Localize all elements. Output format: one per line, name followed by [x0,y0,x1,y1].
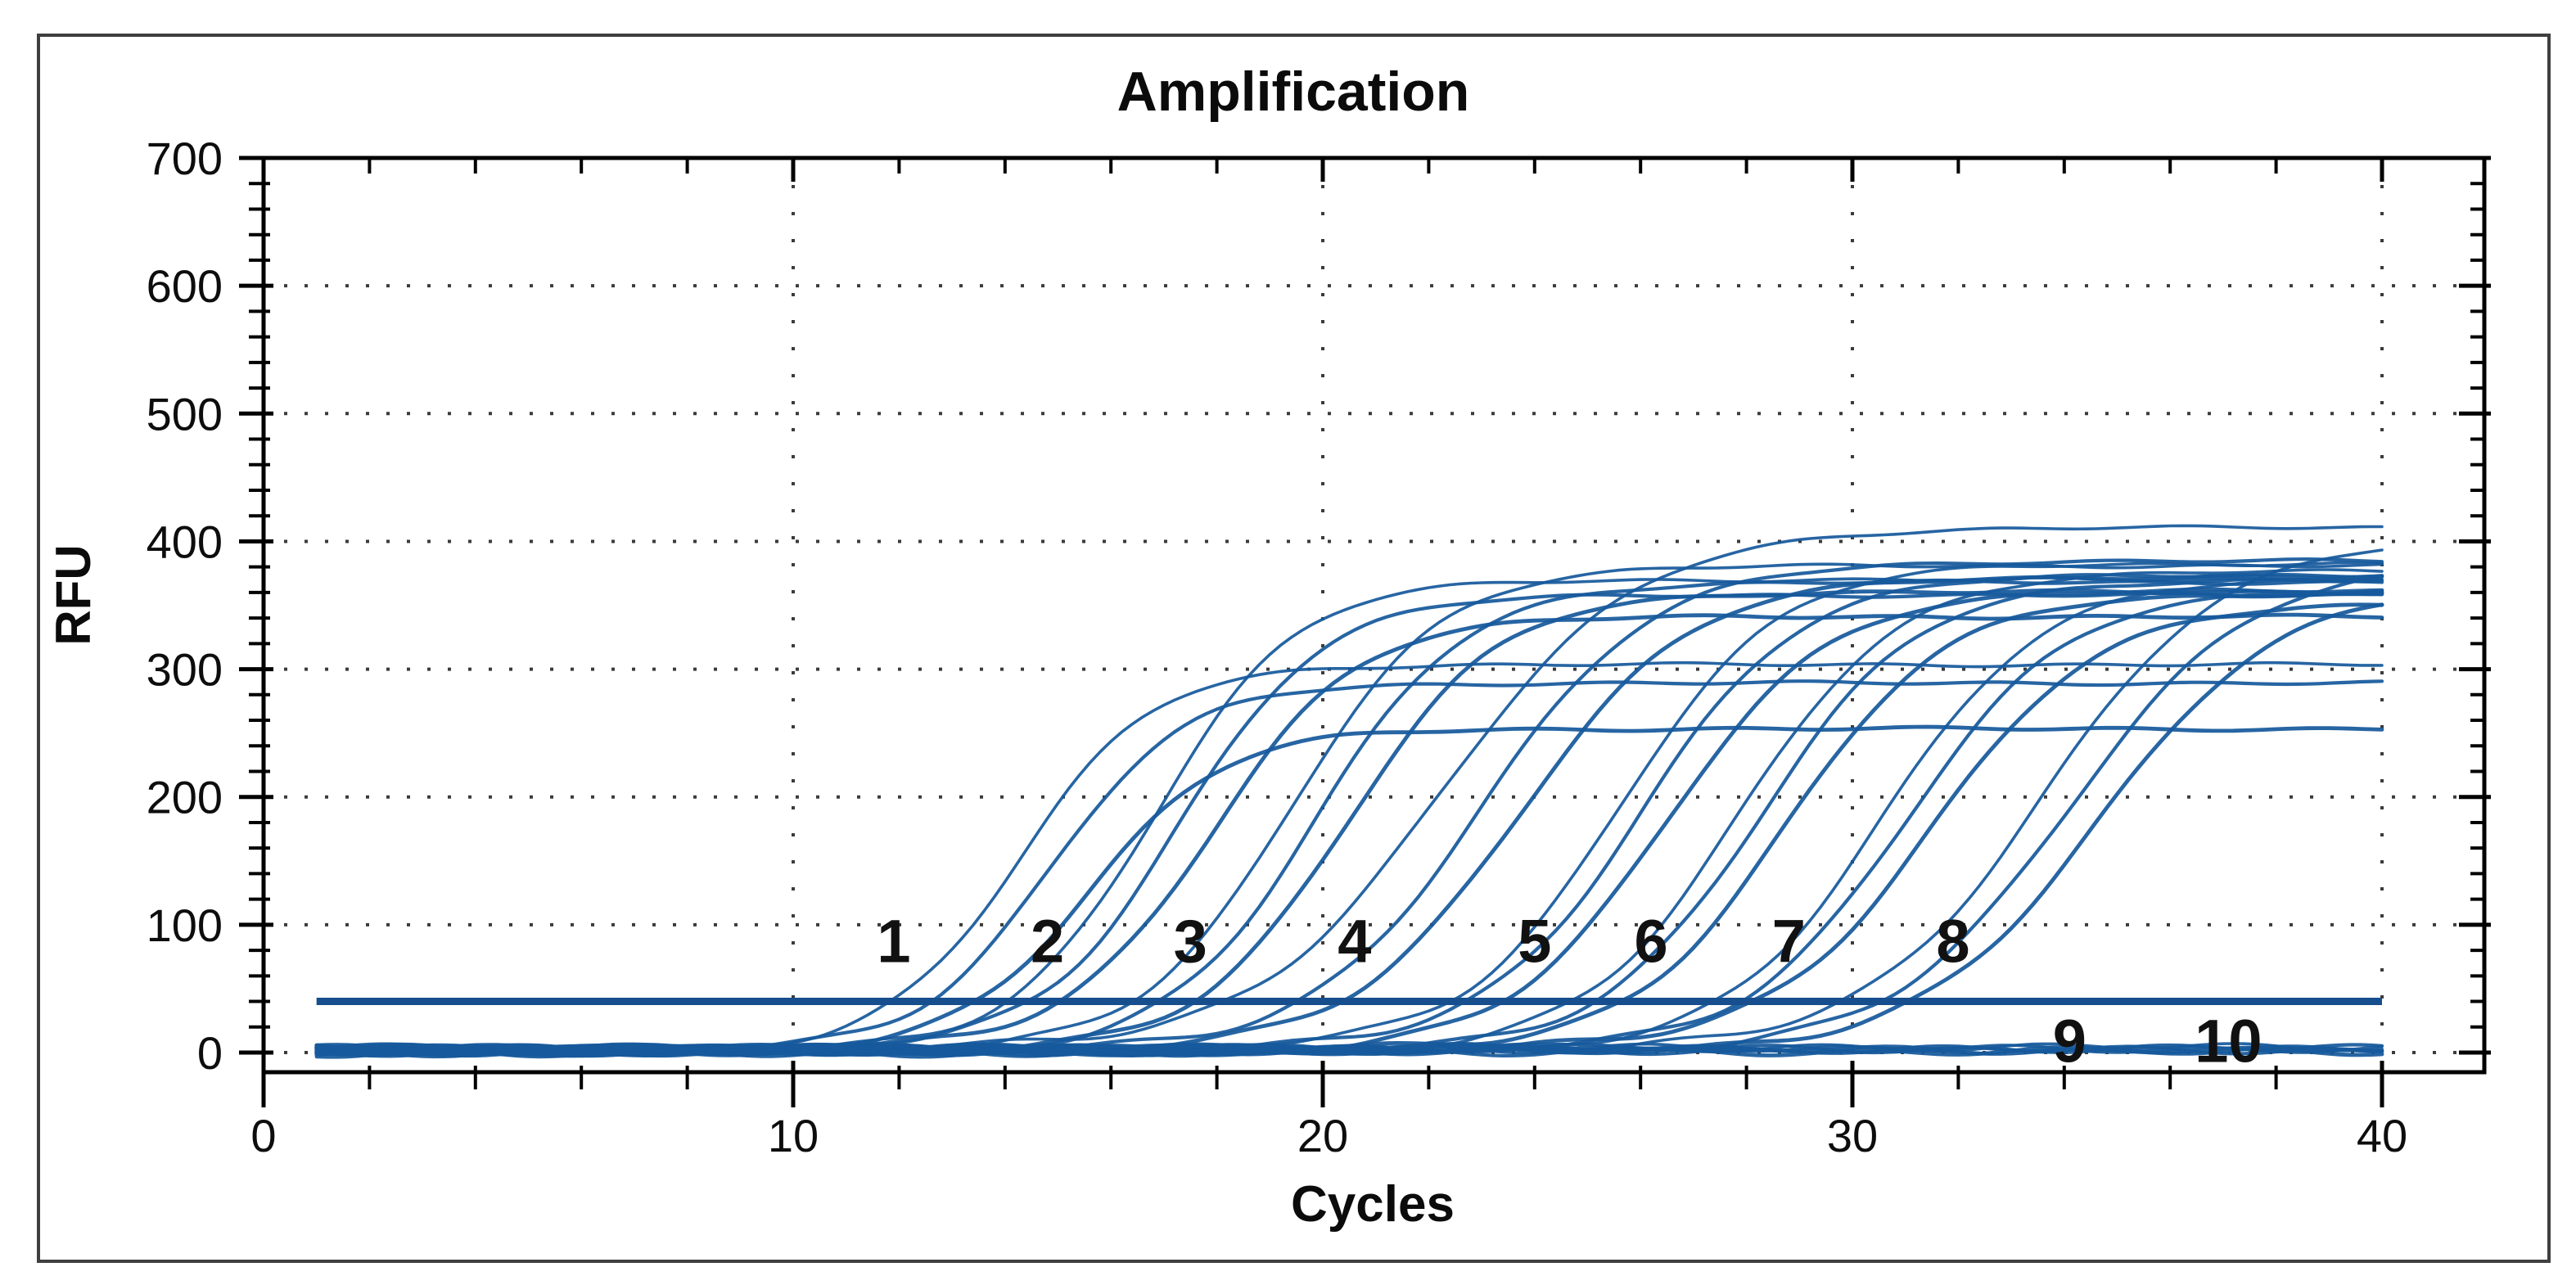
x-tick-label-0: 0 [250,1110,276,1161]
chart-title: Amplification [1117,61,1470,123]
curve-group-label-6: 6 [1635,908,1668,976]
tick-labels: 0 100 200 300 400 500 600 700 0 10 20 30 40 [147,133,2408,1161]
curve-group-label-2: 2 [1031,908,1064,976]
curve-group-label-4: 4 [1338,908,1371,976]
curve-group-label-7: 7 [1772,908,1806,976]
x-tick-label-40: 40 [2357,1110,2407,1161]
curve-group-label-10: 10 [2195,1007,2262,1075]
curve-group-labels: 1 2 3 4 5 6 7 8 9 10 [877,908,2262,1075]
y-tick-label-200: 200 [147,772,223,823]
plot-box [261,156,2487,1075]
curve-group-label-5: 5 [1518,908,1551,976]
curve-group-label-3: 3 [1174,908,1207,976]
x-axis-title: Cycles [1291,1176,1455,1233]
x-tick-label-30: 30 [1827,1110,1878,1161]
x-tick-label-10: 10 [768,1110,819,1161]
curve-group-label-9: 9 [2053,1007,2087,1075]
amplification-curve-10-3 [314,1044,2384,1058]
y-tick-label-400: 400 [147,516,223,567]
curve-group-label-1: 1 [877,908,910,976]
axis-ticks [239,156,2491,1107]
y-axis-title: RFU [46,544,101,645]
y-tick-label-100: 100 [147,900,223,951]
y-tick-label-300: 300 [147,644,223,696]
y-tick-label-700: 700 [147,133,223,184]
y-tick-label-500: 500 [147,388,223,440]
y-tick-label-0: 0 [197,1027,223,1079]
y-tick-label-600: 600 [147,260,223,312]
x-tick-label-20: 20 [1297,1110,1348,1161]
amplification-curves [314,524,2384,1059]
curve-group-label-8: 8 [1936,908,1969,976]
outer-border [37,34,2551,1263]
